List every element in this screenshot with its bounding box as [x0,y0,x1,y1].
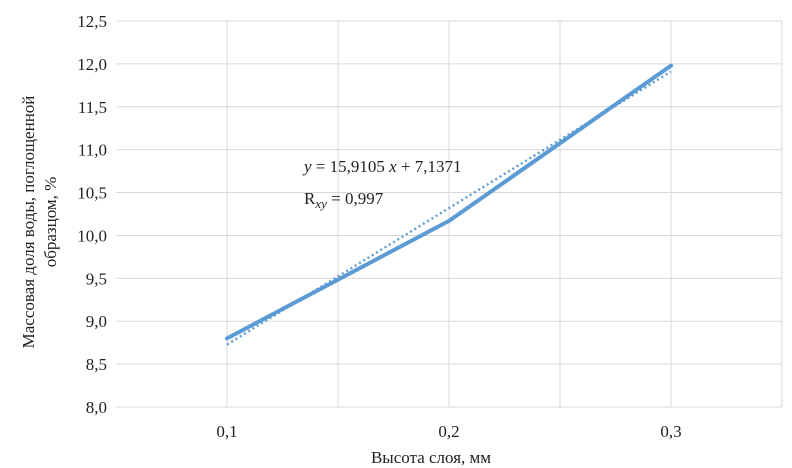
x-tick-label: 0,2 [438,422,459,441]
correlation-coefficient: Rxy = 0,997 [304,189,384,211]
y-tick-label: 11,0 [78,141,107,160]
x-tick-label: 0,1 [216,422,237,441]
y-tick-label: 12,5 [77,12,107,31]
y-tick-labels: 8,0 8,5 9,0 9,5 10,0 10,5 11,0 11,5 12,0 12,5 [77,12,107,417]
y-tick-label: 10,0 [77,226,107,245]
trendline [226,70,672,346]
y-axis-title-line2: образцом, % [41,177,60,268]
r-value: = 0,997 [327,189,384,208]
y-tick-label: 10,5 [77,184,107,203]
y-tick-label: 9,0 [86,312,107,331]
x-tick-labels: 0,1 0,2 0,3 [216,422,681,441]
y-tick-label: 8,5 [86,355,107,374]
y-tick-label: 9,5 [86,269,107,288]
equation-x: x [388,157,397,176]
r-subscript: xy [314,196,327,211]
grid [116,20,783,408]
y-tick-label: 11,5 [78,98,107,117]
r-letter: R [304,189,316,208]
y-axis-title-line1: Массовая доля воды, поглощенной [19,96,38,349]
regression-equation: y = 15,9105 x + 7,1371 [302,157,462,176]
y-tick-label: 8,0 [86,398,107,417]
series-layer [225,63,673,346]
x-axis-title: Высота слоя, мм [371,448,491,467]
x-tick-label: 0,3 [660,422,681,441]
y-tick-label: 12,0 [77,55,107,74]
equation-intercept: + 7,1371 [397,157,462,176]
equation-y: y [302,157,312,176]
equation-coef: = 15,9105 [312,157,390,176]
